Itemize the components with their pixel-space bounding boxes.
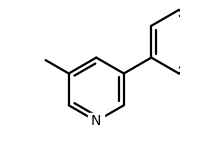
Text: N: N [91, 114, 102, 128]
